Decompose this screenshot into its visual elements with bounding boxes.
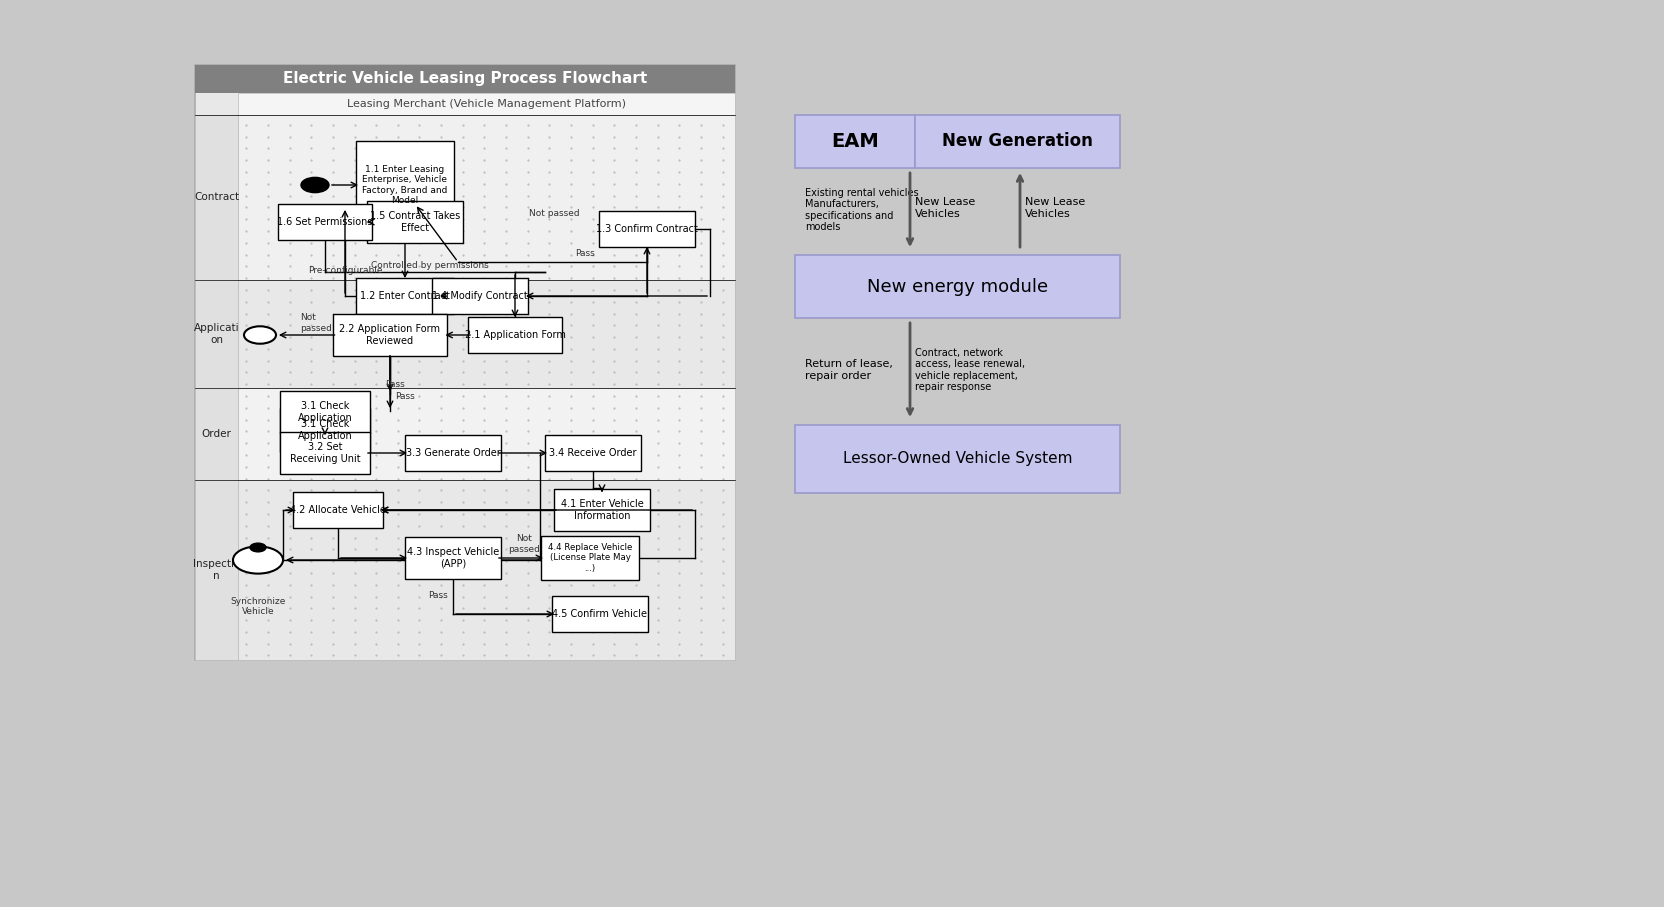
FancyBboxPatch shape <box>238 280 734 388</box>
FancyBboxPatch shape <box>238 480 734 660</box>
FancyBboxPatch shape <box>404 435 501 471</box>
Text: Return of lease,
repair order: Return of lease, repair order <box>804 359 892 381</box>
Text: Existing rental vehicles
Manufacturers,
specifications and
models: Existing rental vehicles Manufacturers, … <box>804 188 919 232</box>
Text: Not
passed: Not passed <box>300 313 331 333</box>
FancyBboxPatch shape <box>280 391 369 433</box>
Text: 2.1 Application Form: 2.1 Application Form <box>464 330 566 340</box>
FancyBboxPatch shape <box>333 315 448 356</box>
Text: Not
passed: Not passed <box>508 534 539 553</box>
FancyBboxPatch shape <box>278 204 371 239</box>
FancyBboxPatch shape <box>468 317 562 353</box>
FancyBboxPatch shape <box>280 408 369 452</box>
Text: 4.1 Enter Vehicle
Information: 4.1 Enter Vehicle Information <box>561 499 642 521</box>
Text: 1.1 Enter Leasing
Enterprise, Vehicle
Factory, Brand and
Model: 1.1 Enter Leasing Enterprise, Vehicle Fa… <box>363 165 448 205</box>
Text: Controlled by permissions: Controlled by permissions <box>371 260 489 269</box>
Text: Contract: Contract <box>193 192 240 202</box>
Text: Contract, network
access, lease renewal,
vehicle replacement,
repair response: Contract, network access, lease renewal,… <box>915 347 1025 393</box>
FancyBboxPatch shape <box>195 65 734 93</box>
FancyBboxPatch shape <box>554 489 649 531</box>
FancyBboxPatch shape <box>280 433 369 473</box>
Text: Pass: Pass <box>574 249 594 258</box>
Text: New energy module: New energy module <box>867 278 1047 296</box>
FancyBboxPatch shape <box>195 115 238 660</box>
Text: Lessor-Owned Vehicle System: Lessor-Owned Vehicle System <box>842 452 1072 466</box>
Text: 1.6 Set Permissions: 1.6 Set Permissions <box>278 217 373 227</box>
Text: 1.2 Enter Contract: 1.2 Enter Contract <box>359 291 449 301</box>
Text: 1.3 Confirm Contract: 1.3 Confirm Contract <box>596 224 697 234</box>
Circle shape <box>301 178 329 192</box>
FancyBboxPatch shape <box>915 115 1120 168</box>
Text: Inspectio
n: Inspectio n <box>193 560 240 580</box>
FancyBboxPatch shape <box>431 278 527 314</box>
FancyBboxPatch shape <box>238 388 734 480</box>
FancyBboxPatch shape <box>356 141 454 229</box>
Text: Pass: Pass <box>394 392 414 401</box>
FancyBboxPatch shape <box>293 493 383 528</box>
FancyBboxPatch shape <box>404 537 501 579</box>
Text: 4.5 Confirm Vehicle: 4.5 Confirm Vehicle <box>552 609 647 619</box>
Text: Pass: Pass <box>428 590 448 600</box>
Text: New Lease
Vehicles: New Lease Vehicles <box>1025 197 1085 219</box>
Text: 3.4 Receive Order: 3.4 Receive Order <box>549 448 636 458</box>
Text: 3.3 Generate Order: 3.3 Generate Order <box>406 448 501 458</box>
FancyBboxPatch shape <box>552 596 647 631</box>
Text: Applicati
on: Applicati on <box>193 323 240 345</box>
FancyBboxPatch shape <box>195 65 734 660</box>
Circle shape <box>250 543 266 551</box>
Text: Not passed: Not passed <box>529 209 579 218</box>
FancyBboxPatch shape <box>366 201 463 243</box>
FancyBboxPatch shape <box>541 536 639 580</box>
Text: 4.3 Inspect Vehicle
(APP): 4.3 Inspect Vehicle (APP) <box>406 547 499 569</box>
Text: Pre-configurable: Pre-configurable <box>308 266 383 275</box>
Text: New Lease
Vehicles: New Lease Vehicles <box>915 197 975 219</box>
Text: 1.4 Modify Contract: 1.4 Modify Contract <box>433 291 527 301</box>
Text: EAM: EAM <box>830 132 879 151</box>
Text: 3.2 Set
Receiving Unit: 3.2 Set Receiving Unit <box>290 443 359 463</box>
Text: 4.2 Allocate Vehicle: 4.2 Allocate Vehicle <box>290 505 386 515</box>
Text: 3.1 Check
Application: 3.1 Check Application <box>298 419 353 441</box>
Text: Order: Order <box>201 429 231 439</box>
FancyBboxPatch shape <box>544 435 641 471</box>
Text: 3.1 Check
Application: 3.1 Check Application <box>298 401 353 423</box>
FancyBboxPatch shape <box>794 425 1120 493</box>
FancyBboxPatch shape <box>599 211 694 247</box>
Text: Pass: Pass <box>384 380 404 389</box>
FancyBboxPatch shape <box>238 115 734 280</box>
Text: Leasing Merchant (Vehicle Management Platform): Leasing Merchant (Vehicle Management Pla… <box>346 99 626 109</box>
Text: New Generation: New Generation <box>942 132 1092 151</box>
FancyBboxPatch shape <box>794 115 915 168</box>
Circle shape <box>233 546 283 573</box>
Text: Synchronize
Vehicle: Synchronize Vehicle <box>230 597 286 617</box>
Text: 1.5 Contract Takes
Effect: 1.5 Contract Takes Effect <box>369 211 459 233</box>
FancyBboxPatch shape <box>356 278 454 314</box>
Text: 4.4 Replace Vehicle
(License Plate May
...): 4.4 Replace Vehicle (License Plate May .… <box>547 543 632 573</box>
Text: Electric Vehicle Leasing Process Flowchart: Electric Vehicle Leasing Process Flowcha… <box>283 72 647 86</box>
Text: 2.2 Application Form
Reviewed: 2.2 Application Form Reviewed <box>339 324 441 346</box>
Circle shape <box>245 327 276 344</box>
FancyBboxPatch shape <box>794 255 1120 317</box>
FancyBboxPatch shape <box>238 93 734 115</box>
